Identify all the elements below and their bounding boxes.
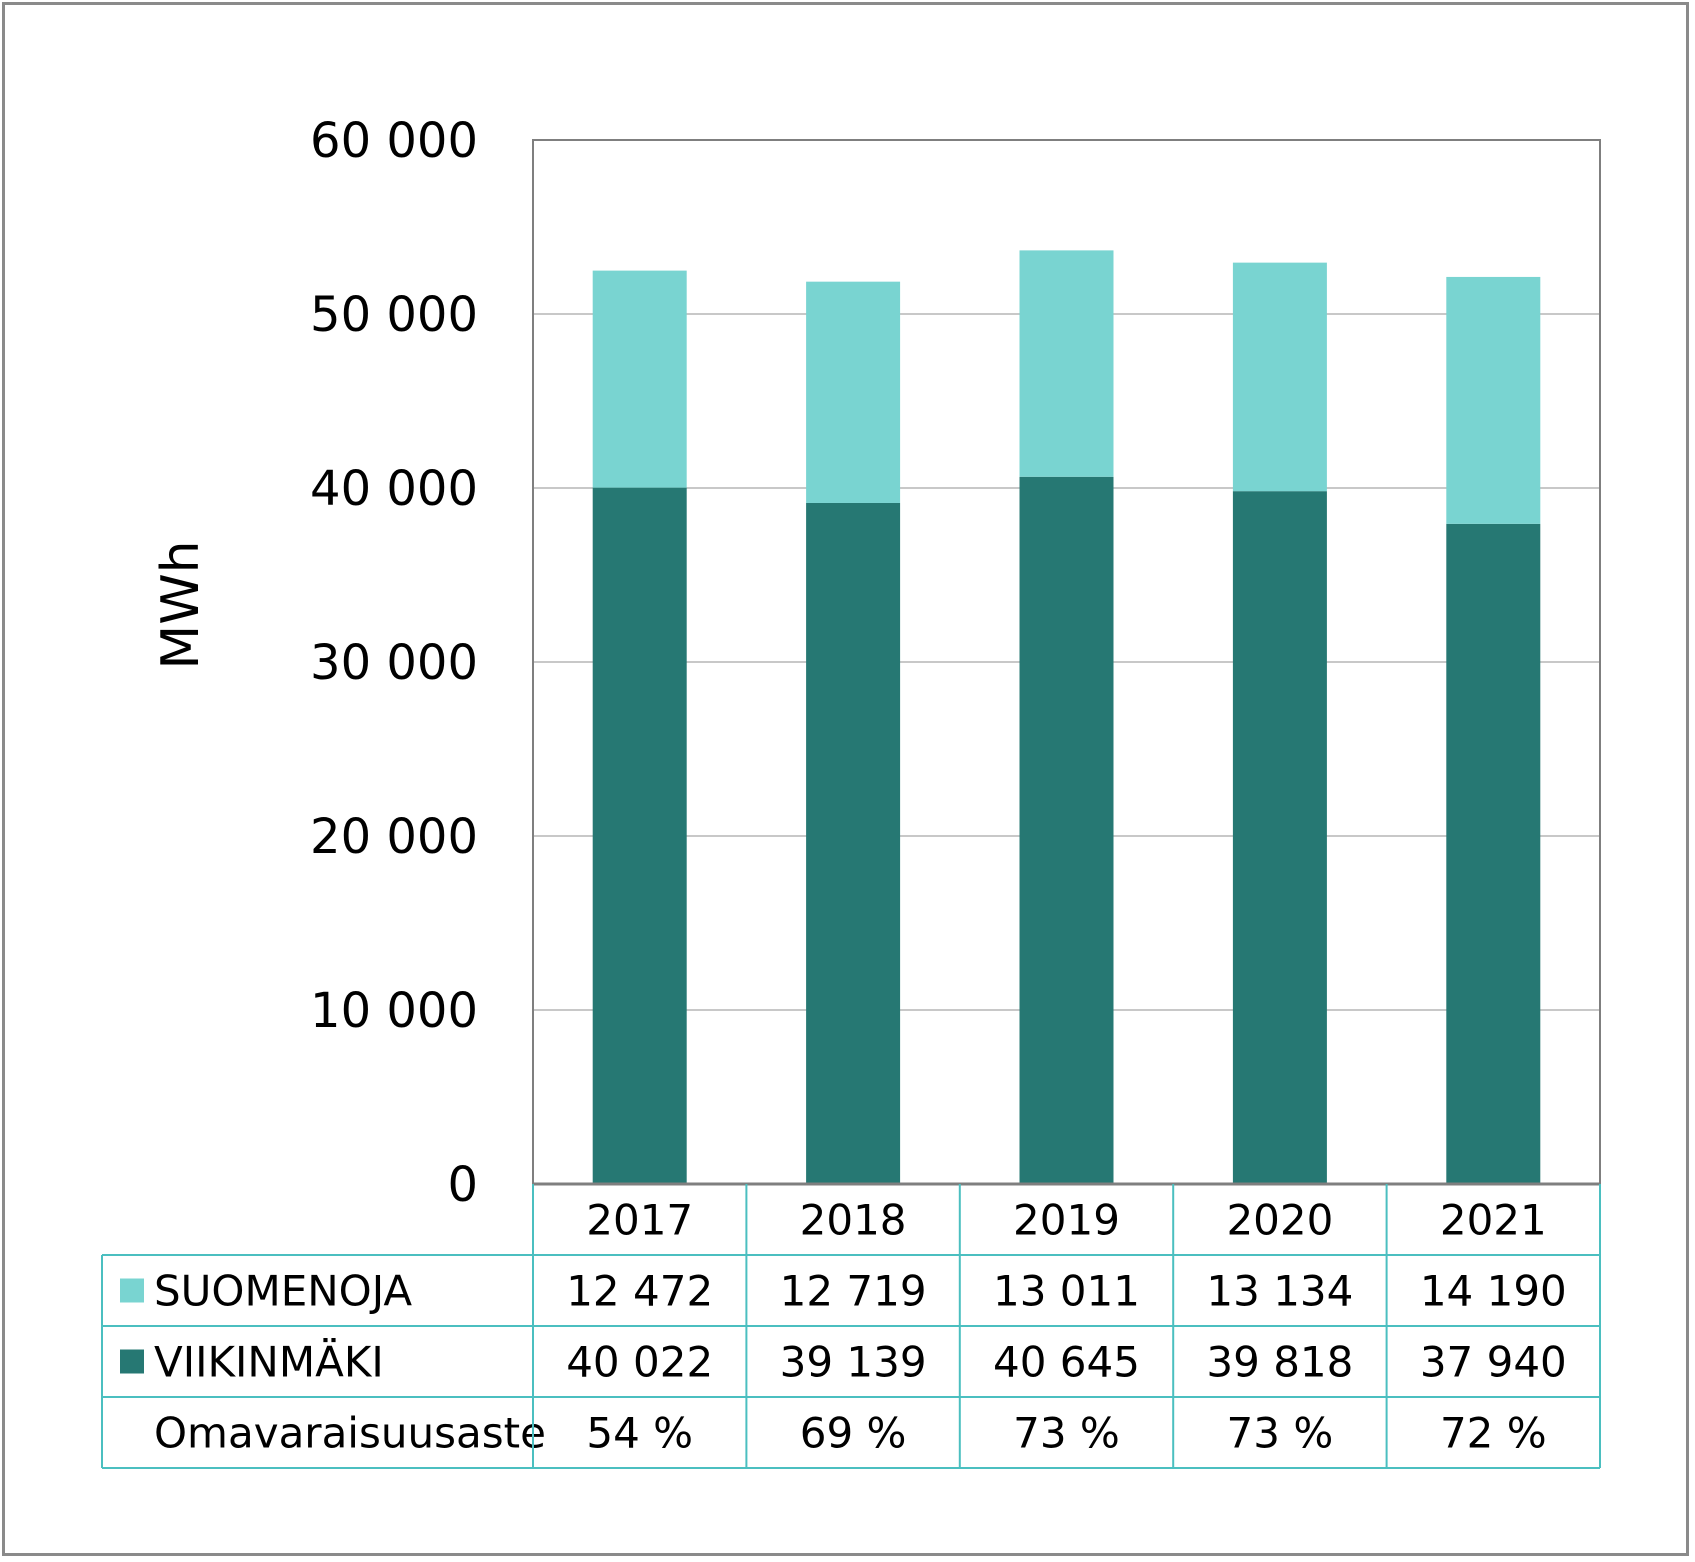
table-cell: 54 %: [586, 1409, 693, 1458]
bar-suomenoja-2019: [1019, 250, 1114, 477]
bar-viikinm-ki-2020: [1232, 491, 1327, 1184]
row-label: SUOMENOJA: [154, 1267, 412, 1316]
axes: 0 10 000 20 000 30 000 40 000 50 000 60 000: [310, 113, 1601, 1213]
y-tick-label: 40 000: [310, 461, 478, 517]
table-cell: 40 022: [566, 1338, 713, 1387]
bar-suomenoja-2020: [1232, 262, 1327, 492]
data-table: 2017 2018 2019 2020 2021 SUOMENOJA 12 472 12 71…: [101, 1184, 1601, 1469]
x-tick-label: 2017: [586, 1196, 693, 1245]
x-tick-label: 2020: [1226, 1196, 1333, 1245]
x-tick-label: 2019: [1013, 1196, 1120, 1245]
bar-suomenoja-2018: [806, 281, 901, 503]
bar-viikinm-ki-2017: [592, 487, 687, 1184]
bar-viikinm-ki-2018: [806, 502, 901, 1184]
table-cell: 40 645: [993, 1338, 1140, 1387]
legend-key: [120, 1349, 144, 1374]
y-tick-label: 20 000: [310, 809, 478, 865]
y-tick-label: 60 000: [310, 113, 478, 169]
bar-viikinm-ki-2019: [1019, 476, 1114, 1185]
y-tick-label: 0: [447, 1157, 478, 1213]
table-cell: 39 818: [1206, 1338, 1353, 1387]
table-cell: 13 134: [1206, 1267, 1353, 1316]
table-cell: 37 940: [1420, 1338, 1567, 1387]
table-cell: 14 190: [1420, 1267, 1567, 1316]
table-cell: 69 %: [800, 1409, 907, 1458]
bars: [592, 250, 1541, 1185]
table-cell: 72 %: [1440, 1409, 1547, 1458]
x-tick-label: 2021: [1440, 1196, 1547, 1245]
bar-viikinm-ki-2021: [1446, 523, 1541, 1184]
row-label: VIIKINMÄKI: [154, 1337, 384, 1387]
table-cell: 39 139: [780, 1338, 927, 1387]
x-tick-label: 2018: [800, 1196, 907, 1245]
table-cell: 12 472: [566, 1267, 713, 1316]
y-tick-label: 30 000: [310, 635, 478, 691]
row-label: Omavaraisuusaste: [154, 1409, 546, 1458]
y-tick-label: 50 000: [310, 287, 478, 343]
table-cell: 13 011: [993, 1267, 1140, 1316]
y-axis-label: MWh: [151, 540, 211, 669]
table-cell: 12 719: [780, 1267, 927, 1316]
bar-suomenoja-2021: [1446, 276, 1541, 524]
table-cell: 73 %: [1013, 1409, 1120, 1458]
table-cell: 73 %: [1227, 1409, 1334, 1458]
bar-suomenoja-2017: [592, 270, 687, 488]
legend-key: [120, 1278, 144, 1303]
y-tick-label: 10 000: [310, 983, 478, 1039]
